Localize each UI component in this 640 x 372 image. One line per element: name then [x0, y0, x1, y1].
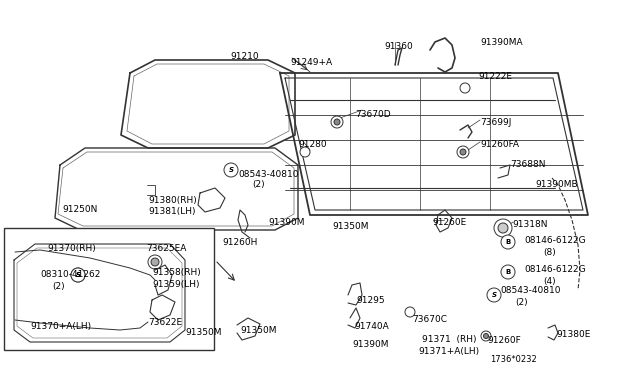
Text: S: S	[76, 272, 81, 278]
Text: 91260FA: 91260FA	[480, 140, 519, 149]
Circle shape	[487, 288, 501, 302]
Text: S: S	[76, 272, 81, 278]
Text: 91260F: 91260F	[487, 336, 521, 345]
Text: 91350M: 91350M	[240, 326, 276, 335]
Circle shape	[148, 255, 162, 269]
Text: 08543-40810: 08543-40810	[500, 286, 561, 295]
Text: 73670D: 73670D	[355, 110, 390, 119]
Circle shape	[460, 149, 466, 155]
Text: 08146-6122G: 08146-6122G	[524, 265, 586, 274]
Text: 91358(RH): 91358(RH)	[152, 268, 201, 277]
Text: (4): (4)	[543, 277, 556, 286]
Circle shape	[71, 268, 85, 282]
Text: 91370(RH): 91370(RH)	[47, 244, 96, 253]
Text: 91318N: 91318N	[512, 220, 547, 229]
Text: S: S	[492, 292, 497, 298]
Text: (8): (8)	[543, 248, 556, 257]
Circle shape	[151, 258, 159, 266]
Text: 91359(LH): 91359(LH)	[152, 280, 200, 289]
Text: 91350M: 91350M	[332, 222, 369, 231]
Text: 91295: 91295	[356, 296, 385, 305]
Text: 08310-41262: 08310-41262	[40, 270, 100, 279]
Bar	[4, 228, 214, 350]
Text: 91390M: 91390M	[268, 218, 305, 227]
Text: 91390MA: 91390MA	[480, 38, 523, 47]
Circle shape	[481, 331, 491, 341]
Text: 91249+A: 91249+A	[290, 58, 332, 67]
Text: 91380E: 91380E	[556, 330, 590, 339]
Circle shape	[494, 219, 512, 237]
Text: B: B	[506, 269, 511, 275]
Text: 91381(LH): 91381(LH)	[148, 207, 195, 216]
Text: (2): (2)	[252, 180, 264, 189]
Text: 1736*0232: 1736*0232	[490, 355, 537, 364]
Text: 73625EA: 73625EA	[146, 244, 186, 253]
Text: 08543-40810: 08543-40810	[238, 170, 298, 179]
Text: 73622E: 73622E	[148, 318, 182, 327]
Text: 91280: 91280	[298, 140, 326, 149]
Text: 08146-6122G: 08146-6122G	[524, 236, 586, 245]
Circle shape	[498, 223, 508, 233]
Circle shape	[460, 83, 470, 93]
Text: 91390MB: 91390MB	[535, 180, 578, 189]
Circle shape	[71, 268, 85, 282]
Text: 91371  (RH): 91371 (RH)	[422, 335, 477, 344]
Text: 73670C: 73670C	[412, 315, 447, 324]
Text: 91390M: 91390M	[352, 340, 388, 349]
Circle shape	[334, 119, 340, 125]
Text: 91210: 91210	[230, 52, 259, 61]
Circle shape	[300, 147, 310, 157]
Circle shape	[483, 334, 488, 339]
Circle shape	[331, 116, 343, 128]
Text: 91250N: 91250N	[62, 205, 97, 214]
Text: 91380(RH): 91380(RH)	[148, 196, 196, 205]
Text: (2): (2)	[515, 298, 527, 307]
Text: 91360: 91360	[384, 42, 413, 51]
Text: 91222E: 91222E	[478, 72, 512, 81]
Text: 91371+A(LH): 91371+A(LH)	[418, 347, 479, 356]
Circle shape	[501, 235, 515, 249]
Text: B: B	[506, 239, 511, 245]
Circle shape	[501, 265, 515, 279]
Text: 91260E: 91260E	[432, 218, 467, 227]
Text: 73688N: 73688N	[510, 160, 545, 169]
Text: 73699J: 73699J	[480, 118, 511, 127]
Circle shape	[457, 146, 469, 158]
Text: 91740A: 91740A	[354, 322, 388, 331]
Text: S: S	[228, 167, 234, 173]
Text: 91260H: 91260H	[222, 238, 257, 247]
Circle shape	[405, 307, 415, 317]
Text: 91350M: 91350M	[185, 328, 221, 337]
Text: (2): (2)	[52, 282, 65, 291]
Text: 91370+A(LH): 91370+A(LH)	[30, 322, 91, 331]
Circle shape	[224, 163, 238, 177]
